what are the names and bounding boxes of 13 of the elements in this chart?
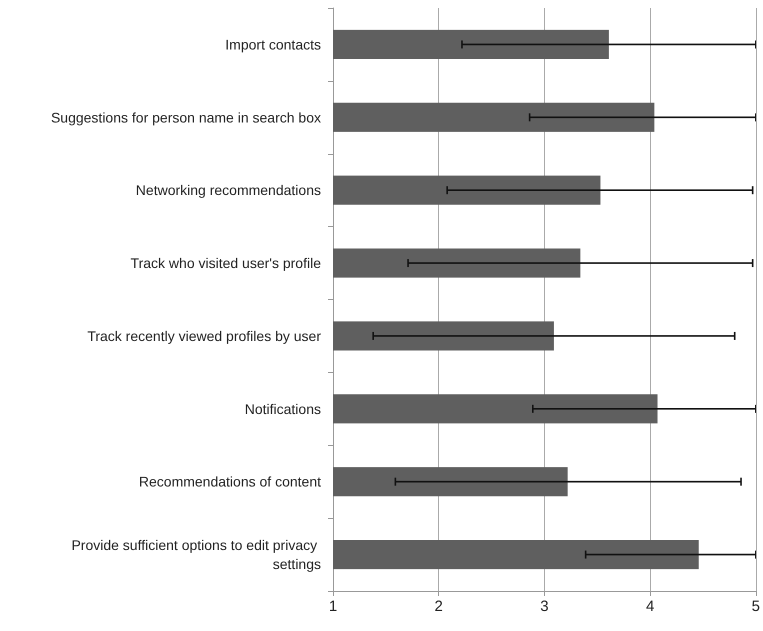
x-tick-label: 1 bbox=[328, 598, 338, 615]
y-tick-label: Provide sufficient options to edit privacy settings bbox=[71, 537, 321, 572]
y-tick-label: Networking recommendations bbox=[136, 182, 321, 198]
y-tick-label: Suggestions for person name in search box bbox=[50, 109, 321, 126]
y-tick-label: Recommendations of content bbox=[138, 474, 322, 490]
x-tick-label: 5 bbox=[752, 598, 760, 615]
y-tick-label: Notifications bbox=[244, 400, 321, 417]
x-tick-label: 4 bbox=[646, 598, 654, 615]
x-tick-label: 2 bbox=[434, 598, 443, 615]
y-tick-label: Track recently viewed profiles by user bbox=[87, 328, 322, 344]
y-tick-label: Track who visited user's profile bbox=[130, 255, 322, 272]
x-tick-label: 3 bbox=[540, 598, 549, 615]
y-tick-label: Import contacts bbox=[225, 36, 321, 52]
